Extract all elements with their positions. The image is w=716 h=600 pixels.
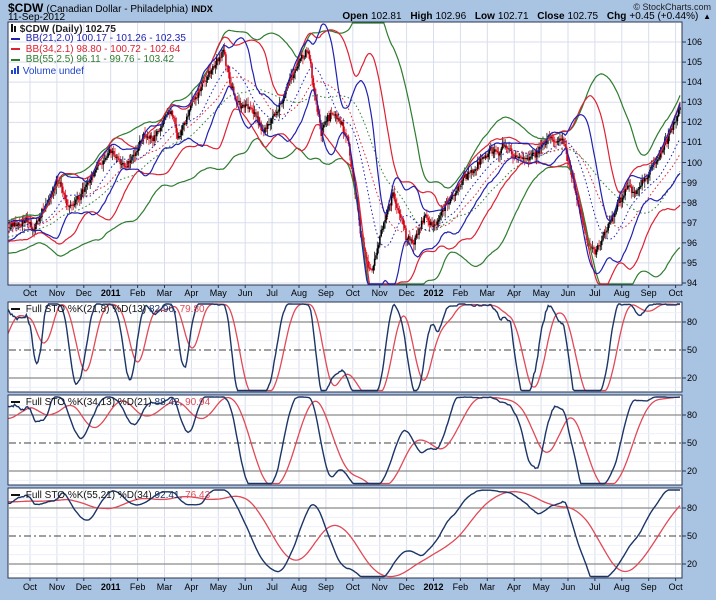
volume-icon: [11, 65, 20, 77]
bb21-legend: BB(21,2.0) 100.17 - 101.26 - 102.35: [25, 33, 186, 45]
bb21-line-sample-icon: [11, 37, 20, 40]
stoch2-panel: [7, 394, 683, 486]
main-chart-legend: $CDW (Daily) 102.75 BB(21,2.0) 100.17 - …: [11, 24, 186, 76]
exchange: INDX: [191, 4, 213, 14]
candlestick-style-icon: [11, 24, 17, 35]
legend-row-title: $CDW (Daily) 102.75: [11, 24, 186, 35]
main-grid: [9, 23, 681, 284]
stoch3-d-value: 76.43: [185, 490, 211, 501]
quote-line: Open 102.81 High 102.96 Low 102.71 Close 102…: [336, 11, 711, 22]
legend-row-volume: Volume undef: [11, 65, 186, 77]
stoch1-d-line: [7, 303, 680, 392]
chg-label: Chg: [606, 11, 627, 22]
copyright: © StockCharts.com: [633, 2, 711, 12]
stoch3-k-value: 92.41,: [154, 490, 183, 501]
chg-value: +0.45 (+0.44%): [629, 11, 699, 22]
low-value: 102.71: [497, 11, 529, 22]
low-label: Low: [474, 11, 495, 22]
legend-title: $CDW (Daily) 102.75: [19, 24, 116, 35]
stoch3-legend: Full STO %K(55,21) %D(34) 92.41, 76.43: [11, 490, 210, 501]
stoch1-panel: [7, 301, 683, 393]
stoch1-label: Full STO %K(21,8) %D(13): [25, 304, 147, 315]
stoch2-legend: Full STO %K(34,13) %D(21) 88.42, 90.94: [11, 397, 210, 408]
bb34-legend: BB(34,2.1) 98.80 - 100.72 - 102.64: [25, 43, 181, 55]
stoch2-k-line: [7, 396, 680, 485]
stoch1-legend: Full STO %K(21,8) %D(13) 82.96, 79.80: [11, 304, 205, 315]
candlesticks: [8, 42, 681, 274]
bb55-line-sample-icon: [11, 58, 20, 61]
legend-row-bb21: BB(21,2.0) 100.17 - 101.26 - 102.35: [11, 34, 186, 44]
main-price-panel: [8, 22, 682, 285]
stoch1-d-value: 79.80: [179, 304, 205, 315]
chart-date: 11-Sep-2012: [8, 12, 66, 23]
up-arrow-icon: ▲: [703, 12, 711, 21]
stoch2-line-sample-icon: [11, 401, 20, 404]
main-border: [7, 21, 683, 286]
legend-row-bb55: BB(55,2.5) 96.11 - 99.76 - 103.42: [11, 54, 186, 66]
stoch3-label: Full STO %K(55,21) %D(34): [25, 490, 152, 501]
stoch1-k-value: 82.96,: [148, 304, 177, 315]
open-label: Open: [342, 11, 368, 22]
stoch3-d-line: [8, 491, 681, 578]
high-label: High: [410, 11, 433, 22]
stoch1-k-line: [7, 303, 680, 392]
bb21-band: [7, 23, 681, 285]
chart-header: $CDW (Canadian Dollar - Philadelphia) IN…: [8, 1, 213, 15]
legend-row-bb34: BB(34,2.1) 98.80 - 100.72 - 102.64: [11, 43, 186, 55]
symbol: $CDW: [8, 1, 44, 15]
symbol-name: (Canadian Dollar - Philadelphia): [46, 4, 189, 15]
close-value: 102.75: [567, 11, 599, 22]
stoch1-line-sample-icon: [11, 308, 20, 311]
open-value: 102.81: [370, 11, 402, 22]
bb55-legend: BB(55,2.5) 96.11 - 99.76 - 103.42: [25, 54, 175, 66]
close-label: Close: [537, 11, 565, 22]
axis-ticks: [29, 41, 686, 581]
stoch2-d-value: 90.94: [185, 397, 211, 408]
stoch3-k-line: [7, 489, 680, 578]
stoch2-label: Full STO %K(34,13) %D(21): [25, 397, 152, 408]
stoch3-line-sample-icon: [11, 494, 20, 497]
volume-legend: Volume undef: [22, 65, 84, 77]
bb34-line-sample-icon: [11, 48, 20, 51]
high-value: 102.96: [435, 11, 467, 22]
stoch2-k-value: 88.42,: [154, 397, 183, 408]
stoch3-panel: [7, 487, 683, 579]
stoch2-d-line: [7, 396, 680, 485]
